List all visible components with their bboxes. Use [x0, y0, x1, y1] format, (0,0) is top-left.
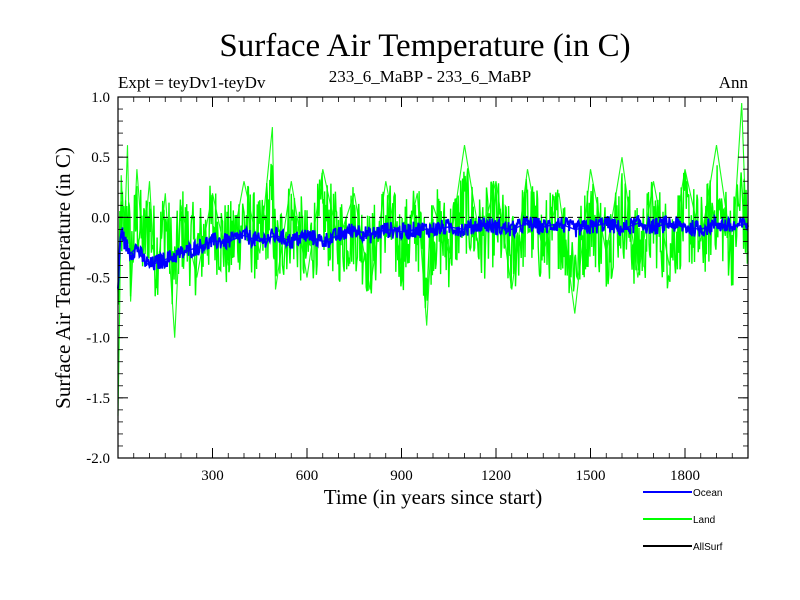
legend: Ocean Land AllSurf — [643, 488, 723, 553]
series-layer — [117, 102, 749, 416]
x-tick-label: 900 — [390, 468, 413, 484]
y-tick-label: -1.0 — [86, 331, 110, 347]
y-tick-label: -1.5 — [86, 391, 110, 407]
legend-label-land: Land — [693, 515, 715, 526]
plot-area: 300 600 900 1200 1500 1800 1.0 0.5 0.0 -0.5 -1.0 -1… — [86, 90, 749, 484]
legend-label-allsurf: AllSurf — [693, 542, 723, 553]
y-tick-label: 0.0 — [91, 210, 110, 226]
period-label: 233_6_MaBP - 233_6_MaBP — [329, 67, 531, 86]
x-tick-label: 1500 — [576, 468, 606, 484]
x-tick-label: 1800 — [670, 468, 700, 484]
series-ocean-line — [117, 213, 749, 289]
series-land-peaks — [117, 102, 749, 416]
y-tick-label: 1.0 — [91, 90, 110, 106]
experiment-label: Expt = teyDv1-teyDv — [118, 73, 266, 92]
y-tick-label: -0.5 — [86, 271, 110, 287]
series-ocean-peaks — [117, 222, 749, 290]
season-label: Ann — [719, 73, 749, 92]
x-tick-label: 300 — [201, 468, 224, 484]
y-axis-label: Surface Air Temperature (in C) — [51, 147, 75, 409]
x-tick-label: 600 — [296, 468, 319, 484]
legend-label-ocean: Ocean — [693, 488, 722, 499]
x-tick-label: 1200 — [481, 468, 511, 484]
y-tick-label: 0.5 — [91, 150, 110, 166]
plot-frame — [117, 96, 749, 459]
chart-title: Surface Air Temperature (in C) — [219, 28, 630, 64]
y-tick-label: -2.0 — [86, 451, 110, 467]
ticks-layer: 300 600 900 1200 1500 1800 1.0 0.5 0.0 -0.5 -1.0 -1… — [86, 90, 748, 484]
x-axis-label: Time (in years since start) — [324, 485, 543, 509]
